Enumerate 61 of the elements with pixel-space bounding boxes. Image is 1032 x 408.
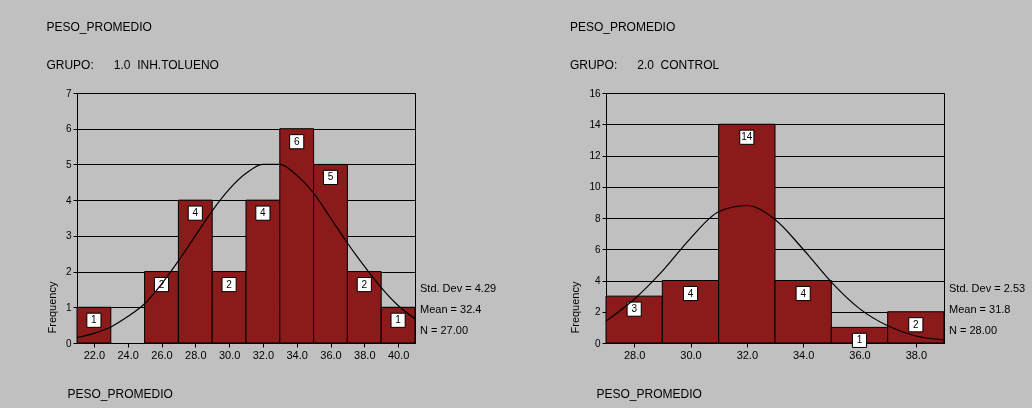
text: Mean = 32.4 (420, 303, 482, 315)
y-tick-label: 0 (65, 337, 72, 349)
y-tick-label: 12 (589, 150, 601, 161)
data-label: 2 (913, 318, 920, 330)
text: N = 28.00 (949, 324, 998, 336)
data-label: 1 (91, 314, 98, 326)
y-tick-label: 14 (589, 118, 601, 130)
chart-title: PESO_PROMEDIO (569, 20, 676, 34)
x-tick-label: 32.0 (252, 348, 275, 361)
data-label: 4 (260, 207, 267, 219)
y-tick-label: 4 (65, 194, 72, 206)
x-tick-label: 32.0 (736, 348, 759, 361)
x-axis-title: PESO_PROMEDIO (67, 386, 173, 401)
x-tick-label: 36.0 (320, 348, 342, 361)
y-tick-label: 8 (594, 212, 601, 224)
data-label: 1 (395, 314, 402, 326)
data-label: 6 (293, 135, 300, 147)
y-tick-label: 7 (65, 87, 72, 99)
y-tick-label: 6 (594, 243, 601, 255)
y-tick-label: 16 (589, 87, 601, 99)
data-label: 1 (856, 334, 863, 346)
y-tick-label: 2 (594, 306, 601, 318)
data-label: 4 (192, 207, 199, 219)
x-tick-label: 36.0 (849, 348, 871, 361)
y-tick-label: 0 (594, 337, 601, 349)
x-tick-label: 38.0 (354, 348, 376, 361)
x-tick-label: 22.0 (83, 348, 106, 361)
x-tick-label: 30.0 (680, 348, 702, 361)
y-axis-title: Frequency (569, 281, 582, 334)
chart-subtitle: GRUPO: 1.0 INH.TOLUENO (46, 58, 219, 72)
text: Std. Dev = 4.29 (420, 282, 497, 294)
x-tick-label: 28.0 (623, 348, 646, 361)
y-tick-label: 10 (589, 181, 601, 193)
x-tick-label: 30.0 (218, 348, 241, 361)
data-label: 14 (741, 131, 753, 143)
chart-title: PESO_PROMEDIO (46, 20, 152, 34)
y-tick-label: 3 (65, 230, 72, 242)
x-tick-label: 24.0 (117, 348, 139, 361)
x-tick-label: 28.0 (185, 348, 207, 361)
data-label: 2 (361, 278, 368, 290)
data-label: 3 (631, 303, 638, 315)
data-label: 4 (687, 287, 694, 299)
y-tick-label: 4 (594, 275, 601, 286)
y-tick-label: 5 (65, 158, 72, 170)
y-tick-label: 2 (65, 266, 72, 278)
y-tick-label: 1 (65, 301, 72, 313)
data-label: 5 (327, 171, 334, 183)
chart-subtitle: GRUPO: 2.0 CONTROL (569, 58, 720, 72)
data-label: 4 (800, 287, 807, 299)
text: Mean = 31.8 (949, 303, 1011, 315)
text: N = 27.00 (420, 324, 469, 336)
data-label: 2 (226, 278, 233, 290)
x-tick-label: 38.0 (905, 348, 928, 361)
x-tick-label: 26.0 (151, 348, 173, 361)
y-axis-title: Frequency (45, 281, 58, 334)
y-tick-label: 6 (65, 123, 72, 135)
x-tick-label: 34.0 (792, 348, 815, 361)
x-tick-label: 34.0 (286, 348, 308, 361)
text: Std. Dev = 2.53 (949, 282, 1026, 294)
x-axis-title: PESO_PROMEDIO (596, 386, 702, 401)
x-tick-label: 40.0 (387, 348, 410, 361)
